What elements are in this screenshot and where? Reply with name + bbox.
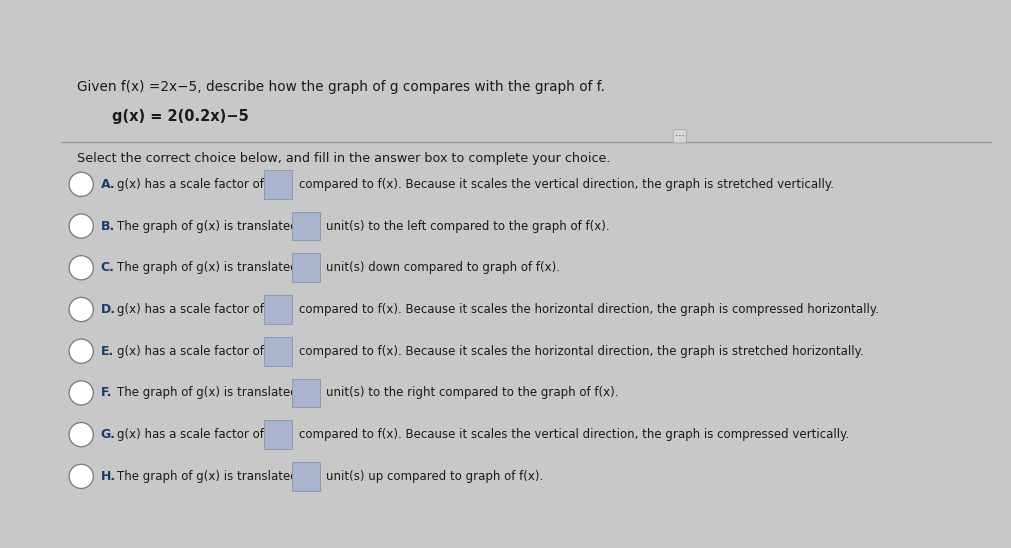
Text: g(x) has a scale factor of: g(x) has a scale factor of: [116, 428, 263, 441]
FancyBboxPatch shape: [291, 253, 319, 282]
FancyBboxPatch shape: [291, 212, 319, 241]
Text: g(x) = 2(0.2x)−5: g(x) = 2(0.2x)−5: [112, 109, 249, 123]
Ellipse shape: [69, 381, 93, 405]
Ellipse shape: [69, 172, 93, 196]
Text: unit(s) down compared to graph of f(x).: unit(s) down compared to graph of f(x).: [326, 261, 560, 274]
Text: Given f(x) =2x−5, describe how the graph of g compares with the graph of f.: Given f(x) =2x−5, describe how the graph…: [78, 80, 605, 94]
Text: The graph of g(x) is translated: The graph of g(x) is translated: [116, 220, 297, 232]
Ellipse shape: [69, 423, 93, 447]
FancyBboxPatch shape: [264, 295, 292, 324]
Text: compared to f(x). Because it scales the horizontal direction, the graph is compr: compared to f(x). Because it scales the …: [298, 303, 878, 316]
Text: unit(s) up compared to graph of f(x).: unit(s) up compared to graph of f(x).: [326, 470, 543, 483]
Text: The graph of g(x) is translated: The graph of g(x) is translated: [116, 261, 297, 274]
FancyBboxPatch shape: [264, 337, 292, 366]
Text: The graph of g(x) is translated: The graph of g(x) is translated: [116, 470, 297, 483]
Text: g(x) has a scale factor of: g(x) has a scale factor of: [116, 178, 263, 191]
Text: compared to f(x). Because it scales the vertical direction, the graph is stretch: compared to f(x). Because it scales the …: [298, 178, 833, 191]
Text: E.: E.: [101, 345, 114, 358]
Text: unit(s) to the right compared to the graph of f(x).: unit(s) to the right compared to the gra…: [326, 386, 618, 399]
Text: Select the correct choice below, and fill in the answer box to complete your cho: Select the correct choice below, and fil…: [78, 152, 611, 165]
Text: A.: A.: [101, 178, 115, 191]
Text: H.: H.: [101, 470, 116, 483]
Ellipse shape: [69, 464, 93, 488]
Text: B.: B.: [101, 220, 115, 232]
Text: The graph of g(x) is translated: The graph of g(x) is translated: [116, 386, 297, 399]
Text: g(x) has a scale factor of: g(x) has a scale factor of: [116, 303, 263, 316]
Text: g(x) has a scale factor of: g(x) has a scale factor of: [116, 345, 263, 358]
Ellipse shape: [69, 298, 93, 322]
Text: C.: C.: [101, 261, 114, 274]
Text: ⋯: ⋯: [674, 131, 684, 141]
Text: G.: G.: [101, 428, 115, 441]
FancyBboxPatch shape: [291, 379, 319, 407]
Text: F.: F.: [101, 386, 112, 399]
Text: compared to f(x). Because it scales the horizontal direction, the graph is stret: compared to f(x). Because it scales the …: [298, 345, 862, 358]
Ellipse shape: [69, 214, 93, 238]
FancyBboxPatch shape: [291, 462, 319, 491]
Ellipse shape: [69, 339, 93, 363]
FancyBboxPatch shape: [264, 170, 292, 199]
FancyBboxPatch shape: [264, 420, 292, 449]
Text: unit(s) to the left compared to the graph of f(x).: unit(s) to the left compared to the grap…: [326, 220, 610, 232]
Text: D.: D.: [101, 303, 115, 316]
Ellipse shape: [69, 256, 93, 280]
Text: compared to f(x). Because it scales the vertical direction, the graph is compres: compared to f(x). Because it scales the …: [298, 428, 848, 441]
